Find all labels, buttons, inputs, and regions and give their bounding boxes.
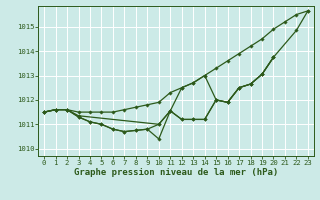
X-axis label: Graphe pression niveau de la mer (hPa): Graphe pression niveau de la mer (hPa) [74,168,278,177]
